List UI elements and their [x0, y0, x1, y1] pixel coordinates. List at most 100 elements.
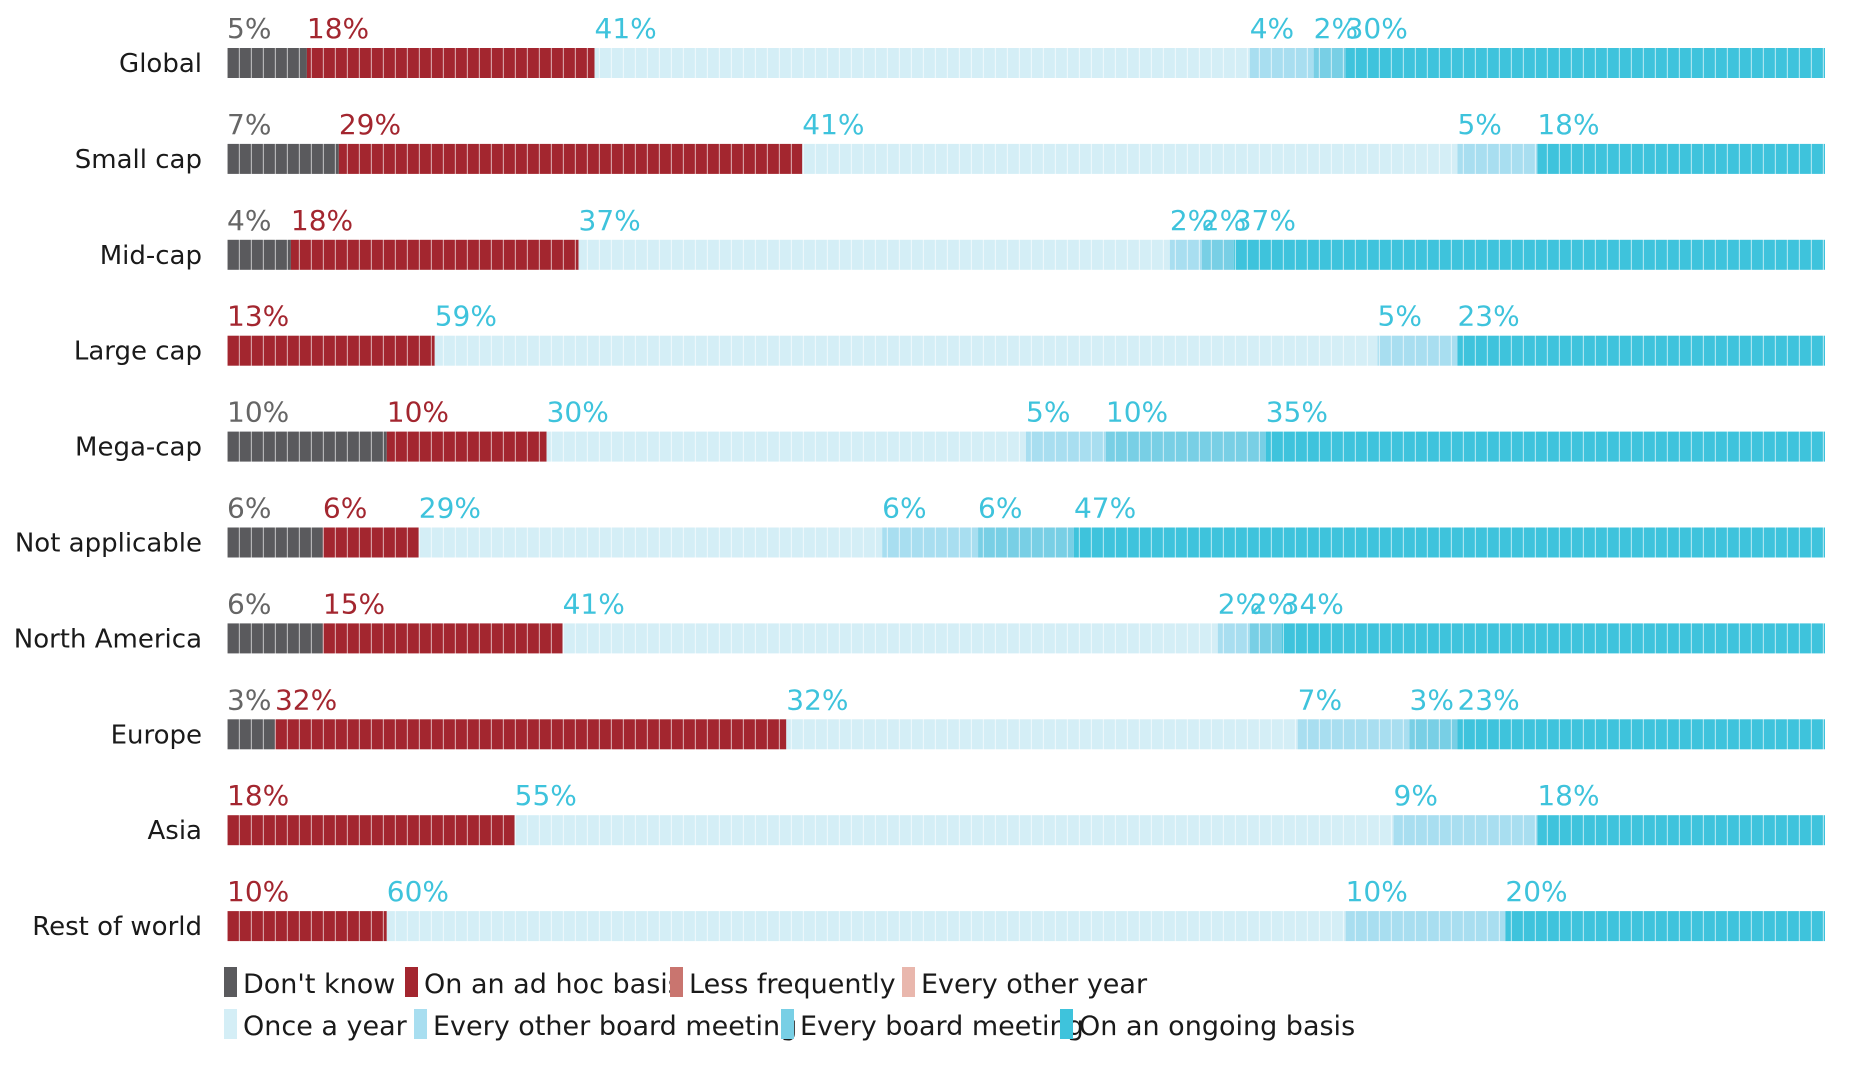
category-label-rest-of-world: Rest of world: [32, 912, 202, 942]
data-label-mega-cap-on-an-ongoing-basis: 35%: [1266, 396, 1328, 429]
data-label-mega-cap-don-t-know: 10%: [227, 396, 289, 429]
data-label-asia-once-a-year: 55%: [515, 779, 577, 812]
data-label-small-cap-once-a-year: 41%: [802, 108, 864, 141]
legend-swatch-on-an-ongoing-basis: [1060, 1009, 1073, 1039]
bar-segment-north-america-every-board-meeting: [1249, 623, 1282, 654]
data-label-asia-on-an-ad-hoc-basis: 18%: [227, 779, 289, 812]
data-label-mid-cap-every-board-meeting: 2%: [1202, 204, 1246, 237]
legend-label-once-a-year: Once a year: [243, 1011, 408, 1042]
data-label-rest-of-world-on-an-ad-hoc-basis: 10%: [227, 875, 289, 908]
data-label-mega-cap-every-other-board-meeting: 5%: [1026, 396, 1070, 429]
category-label-not-applicable: Not applicable: [15, 529, 202, 559]
bar-segment-mega-cap-every-other-board-meeting: [1026, 431, 1106, 462]
legend-label-every-other-year: Every other year: [921, 969, 1148, 1000]
data-label-europe-once-a-year: 32%: [786, 683, 848, 716]
data-label-large-cap-once-a-year: 59%: [435, 300, 497, 333]
data-label-global-every-other-board-meeting: 4%: [1250, 12, 1294, 45]
legend-label-don-t-know: Don't know: [243, 969, 395, 1000]
data-label-europe-every-other-board-meeting: 7%: [1298, 683, 1342, 716]
bar-segment-small-cap-don-t-know: [227, 143, 339, 174]
data-label-large-cap-every-other-board-meeting: 5%: [1378, 300, 1422, 333]
legend-swatch-don-t-know: [224, 967, 237, 997]
labels-layer: Global 5% 18% 41% 4% 2% 30% Small cap 7% 29% 41% 5%…: [14, 12, 1600, 942]
data-label-north-america-don-t-know: 6%: [227, 587, 271, 620]
bar-segment-not-applicable-every-board-meeting: [978, 527, 1074, 558]
bar-segment-not-applicable-every-other-board-meeting: [882, 527, 979, 558]
bar-segment-mega-cap-every-board-meeting: [1105, 431, 1266, 462]
bar-segment-europe-on-an-ad-hoc-basis: [274, 719, 787, 750]
bar-segment-global-every-board-meeting: [1313, 48, 1346, 78]
data-label-asia-every-other-board-meeting: 9%: [1394, 779, 1438, 812]
bar-segment-rest-of-world-every-other-board-meeting: [1345, 911, 1506, 942]
bars-layer: [227, 48, 1825, 942]
bar-segment-asia-on-an-ongoing-basis: [1537, 815, 1825, 846]
data-label-large-cap-on-an-ad-hoc-basis: 13%: [227, 300, 289, 333]
bar-segment-global-once-a-year: [594, 48, 1250, 78]
data-label-north-america-once-a-year: 41%: [563, 587, 625, 620]
legend-swatch-once-a-year: [224, 1009, 237, 1039]
bar-segment-europe-don-t-know: [227, 719, 275, 750]
data-label-mid-cap-once-a-year: 37%: [579, 204, 641, 237]
data-label-small-cap-on-an-ongoing-basis: 18%: [1537, 108, 1599, 141]
data-label-not-applicable-once-a-year: 29%: [419, 492, 481, 525]
data-label-large-cap-on-an-ongoing-basis: 23%: [1457, 300, 1519, 333]
data-label-europe-don-t-know: 3%: [227, 683, 271, 716]
bar-segment-large-cap-on-an-ad-hoc-basis: [227, 335, 435, 366]
legend-swatch-every-other-year: [902, 967, 915, 997]
data-label-small-cap-don-t-know: 7%: [227, 108, 271, 141]
bar-segment-not-applicable-on-an-ad-hoc-basis: [322, 527, 419, 558]
legend-label-on-an-ongoing-basis: On an ongoing basis: [1079, 1011, 1355, 1042]
legend-label-on-an-ad-hoc-basis: On an ad hoc basis: [424, 969, 682, 1000]
data-label-not-applicable-every-other-board-meeting: 6%: [882, 492, 926, 525]
data-label-global-don-t-know: 5%: [227, 12, 271, 45]
bar-segment-large-cap-once-a-year: [434, 335, 1378, 366]
bar-segment-rest-of-world-once-a-year: [386, 911, 1346, 942]
category-label-mega-cap: Mega-cap: [75, 433, 202, 463]
data-label-not-applicable-every-board-meeting: 6%: [978, 492, 1022, 525]
legend-swatch-on-an-ad-hoc-basis: [405, 967, 418, 997]
data-label-not-applicable-on-an-ongoing-basis: 47%: [1074, 492, 1136, 525]
data-label-mega-cap-once-a-year: 30%: [547, 396, 609, 429]
data-label-mid-cap-on-an-ad-hoc-basis: 18%: [291, 204, 353, 237]
data-label-rest-of-world-once-a-year: 60%: [387, 875, 449, 908]
bar-segment-north-america-on-an-ongoing-basis: [1281, 623, 1825, 654]
data-label-mid-cap-don-t-know: 4%: [227, 204, 271, 237]
bar-segment-mega-cap-on-an-ongoing-basis: [1265, 431, 1825, 462]
bar-segment-small-cap-once-a-year: [802, 143, 1458, 174]
bar-segment-north-america-don-t-know: [227, 623, 323, 654]
data-label-europe-on-an-ad-hoc-basis: 32%: [275, 683, 337, 716]
bar-segment-europe-every-other-board-meeting: [1297, 719, 1410, 750]
data-label-europe-on-an-ongoing-basis: 23%: [1457, 683, 1519, 716]
data-label-north-america-on-an-ad-hoc-basis: 15%: [323, 587, 385, 620]
data-label-mega-cap-every-board-meeting: 10%: [1106, 396, 1168, 429]
category-label-small-cap: Small cap: [75, 145, 202, 175]
bar-segment-mega-cap-on-an-ad-hoc-basis: [386, 431, 547, 462]
legend-swatch-every-board-meeting: [781, 1009, 794, 1039]
bar-segment-small-cap-every-other-board-meeting: [1457, 143, 1538, 174]
bar-segment-europe-every-board-meeting: [1409, 719, 1458, 750]
legend-swatch-less-frequently: [670, 967, 683, 997]
bar-segment-mid-cap-on-an-ad-hoc-basis: [290, 239, 579, 270]
bar-segment-global-every-other-board-meeting: [1249, 48, 1314, 78]
category-label-mid-cap: Mid-cap: [100, 241, 202, 271]
category-label-large-cap: Large cap: [74, 337, 202, 367]
bar-segment-not-applicable-on-an-ongoing-basis: [1073, 527, 1825, 558]
bar-segment-global-don-t-know: [227, 48, 307, 78]
data-label-not-applicable-don-t-know: 6%: [227, 492, 271, 525]
bar-segment-north-america-once-a-year: [562, 623, 1218, 654]
data-label-not-applicable-on-an-ad-hoc-basis: 6%: [323, 492, 367, 525]
bar-segment-north-america-on-an-ad-hoc-basis: [322, 623, 563, 654]
bar-segment-mid-cap-every-other-board-meeting: [1169, 239, 1202, 270]
data-label-north-america-every-board-meeting: 2%: [1250, 587, 1294, 620]
data-label-rest-of-world-on-an-ongoing-basis: 20%: [1505, 875, 1567, 908]
category-label-global: Global: [119, 49, 202, 79]
data-label-global-on-an-ongoing-basis: 30%: [1346, 12, 1408, 45]
data-label-asia-on-an-ongoing-basis: 18%: [1537, 779, 1599, 812]
data-label-north-america-every-other-board-meeting: 2%: [1218, 587, 1262, 620]
legend-swatch-every-other-board-meeting: [414, 1009, 427, 1039]
bar-segment-global-on-an-ad-hoc-basis: [306, 48, 595, 78]
bar-segment-small-cap-on-an-ad-hoc-basis: [338, 143, 803, 174]
bar-segment-north-america-every-other-board-meeting: [1217, 623, 1250, 654]
bar-segment-rest-of-world-on-an-ongoing-basis: [1505, 911, 1825, 942]
category-label-asia: Asia: [148, 816, 203, 846]
